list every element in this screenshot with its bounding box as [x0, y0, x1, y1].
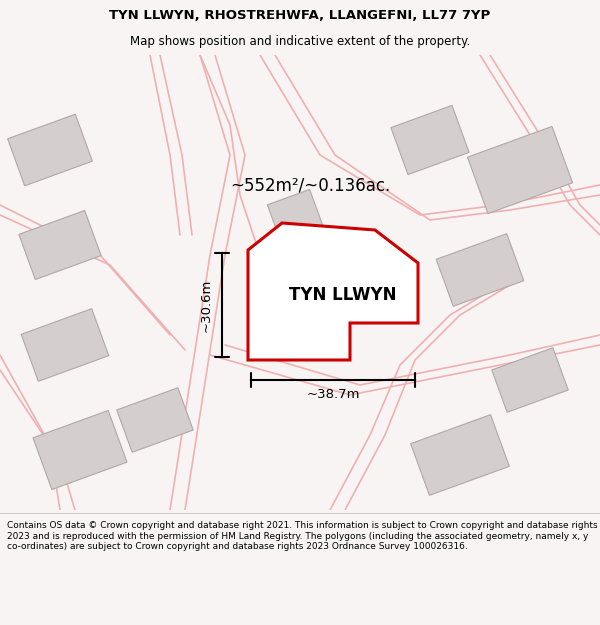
Polygon shape — [8, 114, 92, 186]
Polygon shape — [410, 414, 509, 496]
Polygon shape — [19, 211, 101, 279]
Polygon shape — [492, 348, 568, 413]
Text: ~552m²/~0.136ac.: ~552m²/~0.136ac. — [230, 176, 390, 194]
Polygon shape — [268, 189, 323, 241]
Polygon shape — [248, 223, 418, 360]
Text: ~30.6m: ~30.6m — [199, 278, 212, 332]
Text: Contains OS data © Crown copyright and database right 2021. This information is : Contains OS data © Crown copyright and d… — [7, 521, 598, 551]
Polygon shape — [436, 234, 524, 306]
Text: Map shows position and indicative extent of the property.: Map shows position and indicative extent… — [130, 35, 470, 48]
Polygon shape — [467, 126, 572, 214]
Text: TYN LLWYN, RHOSTREHWFA, LLANGEFNI, LL77 7YP: TYN LLWYN, RHOSTREHWFA, LLANGEFNI, LL77 … — [109, 9, 491, 22]
Polygon shape — [391, 106, 469, 174]
Polygon shape — [117, 388, 193, 452]
Polygon shape — [33, 411, 127, 489]
Text: TYN LLWYN: TYN LLWYN — [289, 286, 397, 304]
Text: ~38.7m: ~38.7m — [306, 389, 360, 401]
Polygon shape — [21, 309, 109, 381]
